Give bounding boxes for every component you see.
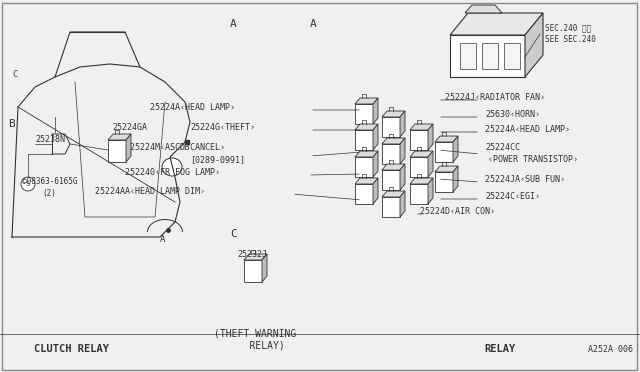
Polygon shape [382,191,405,197]
FancyBboxPatch shape [482,43,498,69]
Text: 25224J‹RADIATOR FAN›: 25224J‹RADIATOR FAN› [445,93,545,102]
Text: A: A [160,235,165,244]
Text: SEC.240 参照: SEC.240 参照 [545,23,591,32]
Text: 252240‹FR FOG LAMP›: 252240‹FR FOG LAMP› [125,168,220,177]
Circle shape [21,177,35,191]
FancyBboxPatch shape [355,130,373,150]
Text: 25224A‹HEAD LAMP›: 25224A‹HEAD LAMP› [485,125,570,134]
Text: RELAY: RELAY [484,344,516,354]
Text: 25224CC: 25224CC [485,143,520,152]
Polygon shape [400,138,405,164]
FancyBboxPatch shape [382,144,400,164]
Polygon shape [410,178,433,184]
Text: 25224AA‹HEAD LAMP DIM›: 25224AA‹HEAD LAMP DIM› [95,187,205,196]
Text: 25238N: 25238N [35,135,65,144]
Polygon shape [410,151,433,157]
Polygon shape [428,178,433,204]
Text: (2): (2) [42,189,56,198]
FancyBboxPatch shape [435,142,453,162]
FancyBboxPatch shape [382,170,400,190]
FancyBboxPatch shape [460,43,476,69]
Text: S: S [26,181,30,187]
Polygon shape [373,151,378,177]
Polygon shape [428,151,433,177]
Polygon shape [355,151,378,157]
Text: (THEFT WARNING
    RELAY): (THEFT WARNING RELAY) [214,328,296,350]
Text: 25224M‹ASCD CANCEL›: 25224M‹ASCD CANCEL› [130,143,225,152]
Polygon shape [453,166,458,192]
Text: CLUTCH RELAY: CLUTCH RELAY [35,344,109,354]
FancyBboxPatch shape [244,260,262,282]
Polygon shape [382,111,405,117]
Text: ©08363-6165G: ©08363-6165G [22,177,77,186]
Text: C: C [230,229,237,239]
Text: A: A [310,19,317,29]
Polygon shape [465,5,502,13]
Text: [0289-0991]: [0289-0991] [190,155,245,164]
FancyBboxPatch shape [382,117,400,137]
Polygon shape [453,136,458,162]
Text: 25224A‹HEAD LAMP›: 25224A‹HEAD LAMP› [150,103,235,112]
FancyBboxPatch shape [355,157,373,177]
Text: 25224JA‹SUB FUN›: 25224JA‹SUB FUN› [485,175,565,184]
Polygon shape [373,178,378,204]
Polygon shape [382,138,405,144]
Polygon shape [400,111,405,137]
Polygon shape [410,124,433,130]
Text: B: B [183,143,188,152]
Text: A: A [230,19,237,29]
Polygon shape [126,134,131,162]
Text: C: C [12,70,17,79]
Polygon shape [435,136,458,142]
FancyBboxPatch shape [355,104,373,124]
Text: B: B [8,119,15,129]
FancyBboxPatch shape [450,35,525,77]
Polygon shape [108,134,131,140]
Text: 25224D‹AIR CON›: 25224D‹AIR CON› [420,207,495,216]
Polygon shape [435,166,458,172]
Ellipse shape [162,158,182,176]
Polygon shape [244,254,267,260]
Text: 25630‹HORN›: 25630‹HORN› [485,110,540,119]
Text: SEE SEC.240: SEE SEC.240 [545,35,596,44]
Text: A252A 006: A252A 006 [588,345,632,354]
Polygon shape [262,254,267,282]
Polygon shape [355,98,378,104]
Polygon shape [428,124,433,150]
FancyBboxPatch shape [355,184,373,204]
Polygon shape [400,164,405,190]
FancyBboxPatch shape [435,172,453,192]
Text: 25224GA: 25224GA [112,123,147,132]
Polygon shape [450,13,543,35]
Text: ‹POWER TRANSISTOP›: ‹POWER TRANSISTOP› [488,155,578,164]
FancyBboxPatch shape [382,197,400,217]
Polygon shape [373,98,378,124]
Polygon shape [355,124,378,130]
FancyBboxPatch shape [108,140,126,162]
FancyBboxPatch shape [504,43,520,69]
Polygon shape [525,13,543,77]
Polygon shape [400,191,405,217]
Text: 25232J: 25232J [237,250,267,259]
FancyBboxPatch shape [410,130,428,150]
Text: 25224C‹EGI›: 25224C‹EGI› [485,192,540,201]
Polygon shape [373,124,378,150]
Polygon shape [355,178,378,184]
FancyBboxPatch shape [410,184,428,204]
Polygon shape [382,164,405,170]
Text: 25224G‹THEFT›: 25224G‹THEFT› [190,123,255,132]
FancyBboxPatch shape [410,157,428,177]
